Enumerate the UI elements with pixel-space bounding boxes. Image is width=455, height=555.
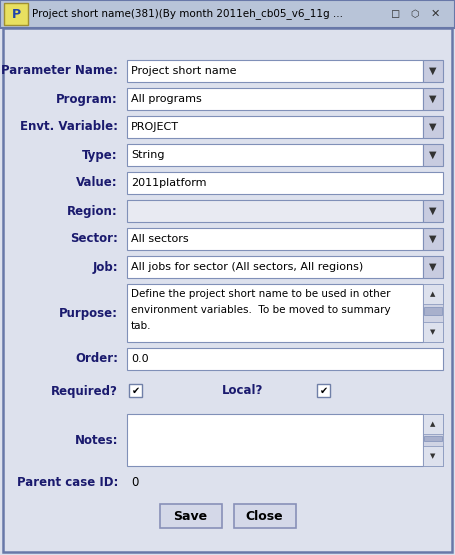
FancyBboxPatch shape — [127, 60, 423, 82]
Text: ▼: ▼ — [429, 94, 437, 104]
FancyBboxPatch shape — [423, 284, 443, 304]
FancyBboxPatch shape — [423, 414, 443, 466]
Text: ▼: ▼ — [429, 234, 437, 244]
Text: ◻: ◻ — [391, 9, 400, 19]
FancyBboxPatch shape — [127, 256, 423, 278]
Text: Required?: Required? — [51, 385, 118, 397]
FancyBboxPatch shape — [127, 414, 423, 466]
Text: Value:: Value: — [76, 176, 118, 189]
Text: ▲: ▲ — [430, 291, 436, 297]
Text: ✕: ✕ — [430, 9, 440, 19]
FancyBboxPatch shape — [127, 116, 423, 138]
FancyBboxPatch shape — [127, 348, 443, 370]
Text: Order:: Order: — [75, 352, 118, 366]
Text: Close: Close — [246, 509, 283, 522]
FancyBboxPatch shape — [423, 446, 443, 466]
FancyBboxPatch shape — [423, 322, 443, 342]
Text: tab.: tab. — [131, 321, 152, 331]
Text: Region:: Region: — [67, 204, 118, 218]
Text: Envt. Variable:: Envt. Variable: — [20, 120, 118, 134]
FancyBboxPatch shape — [127, 172, 443, 194]
Text: Local?: Local? — [222, 385, 263, 397]
Text: Program:: Program: — [56, 93, 118, 105]
Text: ▼: ▼ — [429, 262, 437, 272]
Text: PROJECT: PROJECT — [131, 122, 179, 132]
FancyBboxPatch shape — [317, 384, 330, 397]
FancyBboxPatch shape — [423, 144, 443, 166]
FancyBboxPatch shape — [424, 307, 442, 315]
Text: Project short name: Project short name — [131, 66, 237, 76]
Text: Notes:: Notes: — [75, 433, 118, 447]
Text: Save: Save — [173, 509, 207, 522]
Text: All sectors: All sectors — [131, 234, 189, 244]
Text: Parent case ID:: Parent case ID: — [17, 477, 118, 490]
FancyBboxPatch shape — [423, 256, 443, 278]
Text: Sector:: Sector: — [70, 233, 118, 245]
Text: P: P — [11, 8, 20, 21]
Text: ✔: ✔ — [131, 386, 140, 396]
Text: ▼: ▼ — [430, 329, 436, 335]
FancyBboxPatch shape — [0, 0, 455, 28]
FancyBboxPatch shape — [129, 384, 142, 397]
FancyBboxPatch shape — [423, 116, 443, 138]
Text: Define the project short name to be used in other: Define the project short name to be used… — [131, 289, 390, 299]
FancyBboxPatch shape — [423, 200, 443, 222]
Text: ▼: ▼ — [429, 66, 437, 76]
FancyBboxPatch shape — [127, 144, 423, 166]
Text: Parameter Name:: Parameter Name: — [1, 64, 118, 78]
Text: ▲: ▲ — [430, 421, 436, 427]
Text: All jobs for sector (All sectors, All regions): All jobs for sector (All sectors, All re… — [131, 262, 363, 272]
Text: 0: 0 — [131, 477, 138, 490]
FancyBboxPatch shape — [4, 3, 28, 25]
Text: ▼: ▼ — [430, 453, 436, 459]
Text: All programs: All programs — [131, 94, 202, 104]
Text: ▼: ▼ — [429, 122, 437, 132]
FancyBboxPatch shape — [423, 228, 443, 250]
FancyBboxPatch shape — [423, 60, 443, 82]
Text: 2011platform: 2011platform — [131, 178, 207, 188]
FancyBboxPatch shape — [423, 284, 443, 342]
FancyBboxPatch shape — [424, 436, 442, 441]
Text: Project short name(381)(By month 2011eh_cb05_v6_11g ...: Project short name(381)(By month 2011eh_… — [32, 8, 343, 19]
FancyBboxPatch shape — [423, 414, 443, 434]
FancyBboxPatch shape — [127, 284, 423, 342]
Text: ✔: ✔ — [319, 386, 328, 396]
FancyBboxPatch shape — [423, 88, 443, 110]
Text: ▼: ▼ — [429, 150, 437, 160]
Text: String: String — [131, 150, 165, 160]
Text: Type:: Type: — [82, 149, 118, 162]
Text: Purpose:: Purpose: — [59, 306, 118, 320]
FancyBboxPatch shape — [127, 200, 423, 222]
Text: ▼: ▼ — [429, 206, 437, 216]
Text: ⬡: ⬡ — [411, 9, 419, 19]
FancyBboxPatch shape — [160, 504, 222, 528]
FancyBboxPatch shape — [127, 228, 423, 250]
Text: 0.0: 0.0 — [131, 354, 149, 364]
Text: environment variables.  To be moved to summary: environment variables. To be moved to su… — [131, 305, 391, 315]
FancyBboxPatch shape — [3, 28, 452, 552]
FancyBboxPatch shape — [127, 88, 423, 110]
Text: Job:: Job: — [92, 260, 118, 274]
FancyBboxPatch shape — [233, 504, 295, 528]
